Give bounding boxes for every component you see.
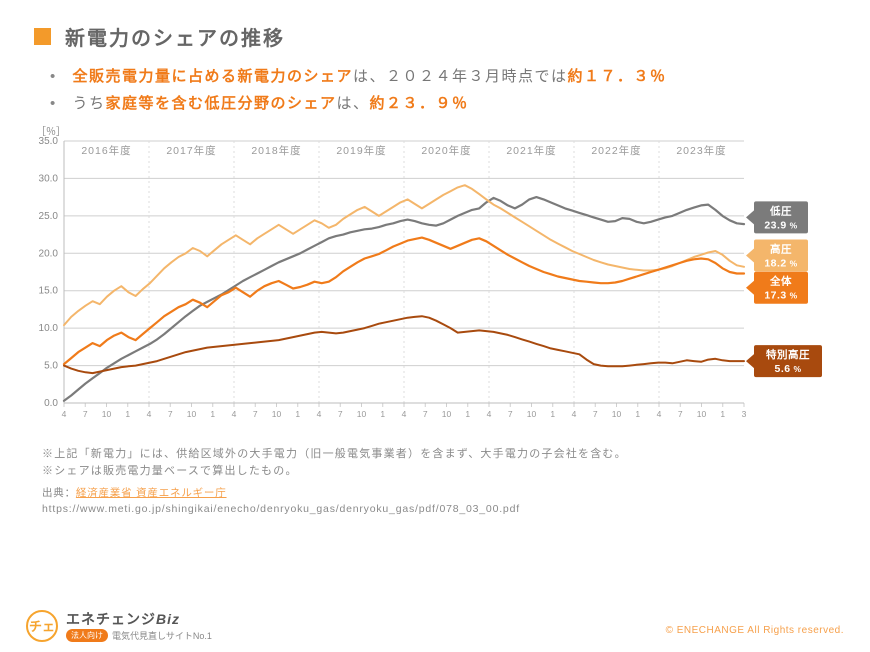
- brand-footer: チェ エネチェンジBiz 法人向け 電気代見直しサイトNo.1: [26, 609, 212, 642]
- svg-text:1: 1: [125, 409, 130, 419]
- svg-text:0.0: 0.0: [44, 398, 58, 409]
- svg-text:2023年度: 2023年度: [676, 144, 726, 157]
- svg-text:全体: 全体: [769, 275, 792, 288]
- svg-text:7: 7: [678, 409, 683, 419]
- svg-text:2022年度: 2022年度: [591, 144, 641, 157]
- svg-text:特別高圧: 特別高圧: [766, 348, 810, 361]
- svg-text:2019年度: 2019年度: [336, 144, 386, 157]
- svg-text:18.2 %: 18.2 %: [764, 258, 797, 270]
- svg-text:低圧: 低圧: [769, 204, 792, 217]
- svg-text:高圧: 高圧: [770, 243, 792, 256]
- svg-text:1: 1: [210, 409, 215, 419]
- svg-text:10.0: 10.0: [39, 323, 59, 334]
- brand-pill: 法人向け: [66, 629, 108, 642]
- svg-text:2016年度: 2016年度: [81, 144, 131, 157]
- svg-text:25.0: 25.0: [39, 211, 59, 222]
- brand-tagline: 電気代見直しサイトNo.1: [112, 629, 212, 642]
- note-1: ※上記「新電力」には、供給区域外の大手電力（旧一般電気事業者）を含まず、大手電力…: [42, 446, 840, 463]
- copyright: © ENECHANGE All Rights reserved.: [666, 625, 844, 636]
- source-block: 出典：経済産業省 資産エネルギー庁 https://www.meti.go.jp…: [42, 486, 840, 518]
- svg-text:10: 10: [187, 409, 197, 419]
- svg-text:23.9 %: 23.9 %: [764, 219, 797, 231]
- svg-text:10: 10: [697, 409, 707, 419]
- note-2: ※シェアは販売電力量ベースで算出したもの。: [42, 463, 840, 480]
- page-title: 新電力のシェアの推移: [65, 22, 285, 51]
- svg-text:7: 7: [423, 409, 428, 419]
- svg-text:4: 4: [657, 409, 662, 419]
- svg-text:4: 4: [147, 409, 152, 419]
- svg-text:15.0: 15.0: [39, 286, 59, 297]
- svg-text:4: 4: [572, 409, 577, 419]
- svg-text:4: 4: [487, 409, 492, 419]
- svg-text:2020年度: 2020年度: [421, 144, 471, 157]
- svg-text:10: 10: [272, 409, 282, 419]
- svg-text:17.3 %: 17.3 %: [764, 290, 797, 302]
- svg-text:10: 10: [102, 409, 112, 419]
- svg-text:4: 4: [402, 409, 407, 419]
- svg-text:7: 7: [253, 409, 258, 419]
- svg-text:10: 10: [612, 409, 622, 419]
- share-trend-chart: ［％］0.05.010.015.020.025.030.035.02016年度2…: [24, 121, 830, 431]
- source-link[interactable]: 経済産業省 資産エネルギー庁: [76, 487, 227, 499]
- svg-text:10: 10: [527, 409, 537, 419]
- svg-text:2021年度: 2021年度: [506, 144, 556, 157]
- svg-text:10: 10: [442, 409, 452, 419]
- svg-text:7: 7: [168, 409, 173, 419]
- title-marker: [34, 28, 51, 45]
- svg-text:1: 1: [550, 409, 555, 419]
- svg-text:4: 4: [232, 409, 237, 419]
- svg-text:2017年度: 2017年度: [166, 144, 216, 157]
- svg-text:3: 3: [742, 409, 747, 419]
- svg-text:10: 10: [357, 409, 367, 419]
- svg-text:1: 1: [635, 409, 640, 419]
- bullet-2: • うち家庭等を含む低圧分野のシェアは、約２３．９％: [50, 92, 840, 113]
- svg-text:1: 1: [295, 409, 300, 419]
- svg-text:5.0: 5.0: [44, 361, 58, 372]
- svg-text:4: 4: [317, 409, 322, 419]
- summary-bullets: • 全販売電力量に占める新電力のシェアは、２０２４年３月時点では約１７．３％ •…: [50, 65, 840, 113]
- svg-text:5.6 %: 5.6 %: [774, 363, 801, 375]
- svg-text:1: 1: [720, 409, 725, 419]
- brand-name: エネチェンジBiz: [66, 609, 212, 629]
- svg-text:7: 7: [593, 409, 598, 419]
- svg-text:7: 7: [338, 409, 343, 419]
- svg-text:2018年度: 2018年度: [251, 144, 301, 157]
- brand-badge-icon: チェ: [26, 610, 58, 642]
- chart-notes: ※上記「新電力」には、供給区域外の大手電力（旧一般電気事業者）を含まず、大手電力…: [42, 446, 840, 480]
- svg-text:30.0: 30.0: [39, 173, 59, 184]
- svg-text:7: 7: [508, 409, 513, 419]
- svg-text:4: 4: [62, 409, 67, 419]
- svg-text:7: 7: [83, 409, 88, 419]
- bullet-1: • 全販売電力量に占める新電力のシェアは、２０２４年３月時点では約１７．３％: [50, 65, 840, 86]
- source-url: https://www.meti.go.jp/shingikai/enecho/…: [42, 503, 520, 515]
- svg-text:20.0: 20.0: [39, 248, 59, 259]
- svg-text:1: 1: [380, 409, 385, 419]
- svg-text:35.0: 35.0: [39, 136, 59, 147]
- svg-text:1: 1: [465, 409, 470, 419]
